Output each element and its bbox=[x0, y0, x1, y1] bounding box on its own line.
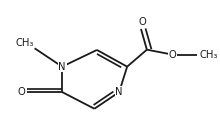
Text: O: O bbox=[169, 50, 176, 60]
Text: O: O bbox=[138, 17, 146, 27]
Text: N: N bbox=[116, 87, 123, 97]
Text: CH₃: CH₃ bbox=[15, 38, 34, 48]
Text: N: N bbox=[58, 62, 66, 72]
Text: CH₃: CH₃ bbox=[200, 50, 218, 59]
Text: O: O bbox=[17, 87, 25, 97]
